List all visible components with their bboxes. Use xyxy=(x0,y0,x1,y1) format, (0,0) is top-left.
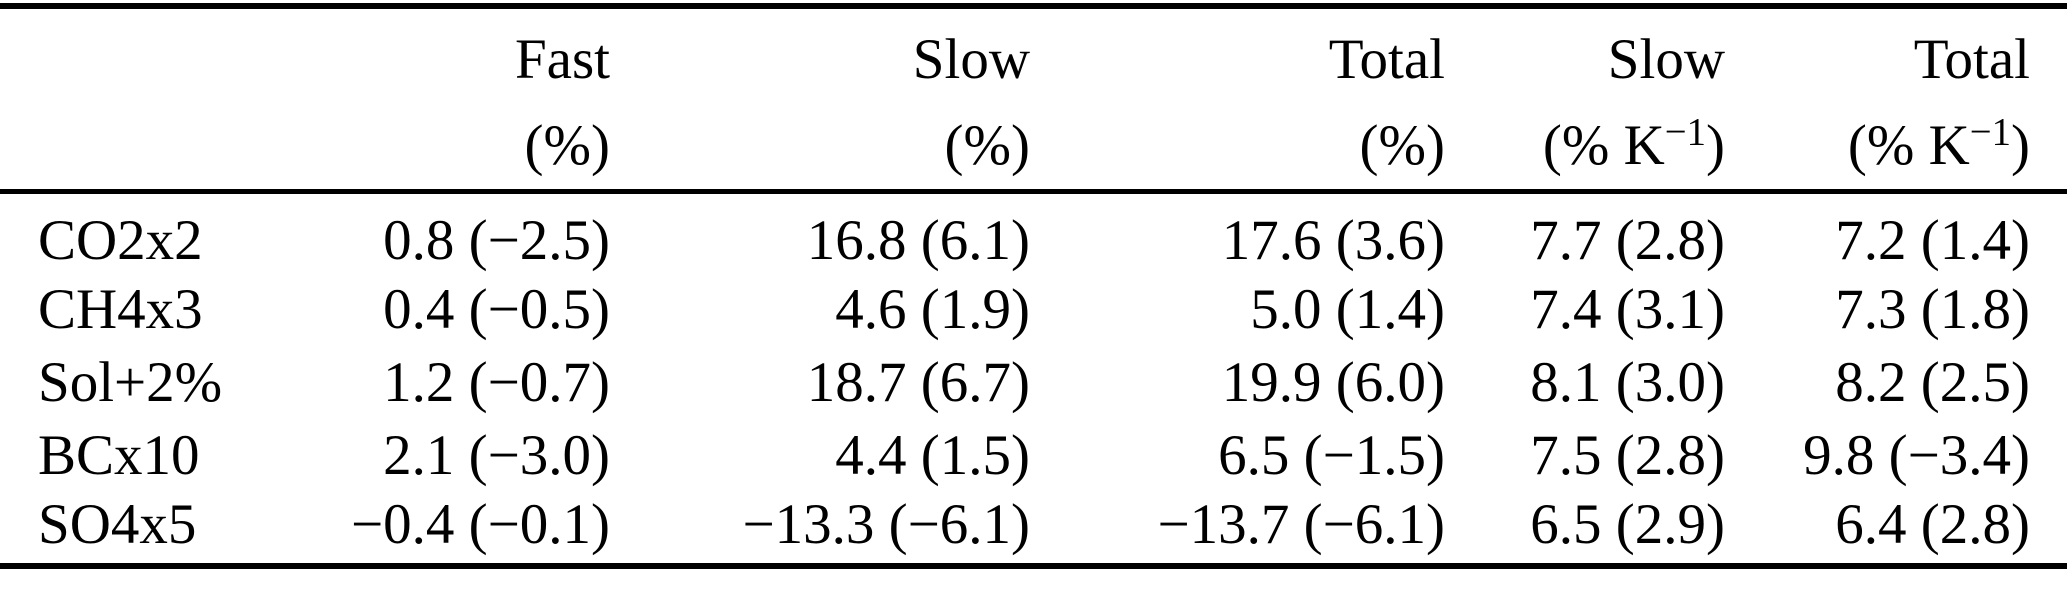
row-label: SO4x5 xyxy=(38,493,197,556)
table-row-ch4x3: CH4x3 0.4 (−0.5) 4.6 (1.9) 5.0 (1.4) 7.4 (3.… xyxy=(0,273,2067,346)
data-cell: 17.6 (3.6) xyxy=(1221,209,1445,272)
data-cell: 0.8 (−2.5) xyxy=(383,209,610,272)
data-cell: −0.4 (−0.1) xyxy=(350,493,610,556)
data-cell: −13.3 (−6.1) xyxy=(742,493,1030,556)
data-cell: 9.8 (−3.4) xyxy=(1803,424,2030,487)
data-cell: 16.8 (6.1) xyxy=(806,209,1030,272)
data-cell: 5.0 (1.4) xyxy=(1250,278,1445,341)
table-row-bcx10: BCx10 2.1 (−3.0) 4.4 (1.5) 6.5 (−1.5) 7.5 (2… xyxy=(0,419,2067,492)
row-label: CO2x2 xyxy=(38,209,203,272)
data-cell: 7.2 (1.4) xyxy=(1835,209,2030,272)
data-cell: 7.4 (3.1) xyxy=(1530,278,1725,341)
table-body: CO2x2 0.8 (−2.5) 16.8 (6.1) 17.6 (3.6) 7.7 (… xyxy=(0,192,2067,567)
data-cell: 7.7 (2.8) xyxy=(1530,209,1725,272)
data-cell: 19.9 (6.0) xyxy=(1221,351,1445,414)
data-cell: 8.1 (3.0) xyxy=(1530,351,1725,414)
data-cell: 7.3 (1.8) xyxy=(1835,278,2030,341)
column-unit: (%) xyxy=(524,114,610,177)
data-cell: 1.2 (−0.7) xyxy=(383,351,610,414)
data-cell: 6.5 (−1.5) xyxy=(1218,424,1445,487)
column-label: Fast xyxy=(514,28,610,91)
data-cell: 6.5 (2.9) xyxy=(1530,493,1725,556)
header-cell-slow-4: Slow (% K−1) xyxy=(1445,6,1725,192)
data-cell: 18.7 (6.7) xyxy=(806,351,1030,414)
row-label: Sol+2% xyxy=(38,351,223,414)
table-row-co2x2: CO2x2 0.8 (−2.5) 16.8 (6.1) 17.6 (3.6) 7.7 (… xyxy=(0,192,2067,274)
header-cell-total-3: Total (%) xyxy=(1030,6,1445,192)
header-cell-total-5: Total (% K−1) xyxy=(1725,6,2067,192)
column-unit: (%) xyxy=(944,114,1030,177)
data-cell: 8.2 (2.5) xyxy=(1835,351,2030,414)
header-cell-fast-1: Fast (%) xyxy=(285,6,610,192)
data-cell: 4.4 (1.5) xyxy=(835,424,1030,487)
table-row-sol2: Sol+2% 1.2 (−0.7) 18.7 (6.7) 19.9 (6.0) 8.1 … xyxy=(0,346,2067,419)
data-cell: 2.1 (−3.0) xyxy=(383,424,610,487)
header-cell-slow-2: Slow (%) xyxy=(610,6,1030,192)
header-row: Fast (%) Slow (%) Total (%) Slow (% K−1) Total (%… xyxy=(0,6,2067,192)
column-label: Total xyxy=(1328,28,1445,91)
column-unit: (%) xyxy=(1359,114,1445,177)
column-unit: (% K−1) xyxy=(1847,110,2030,177)
data-cell: 0.4 (−0.5) xyxy=(383,278,610,341)
data-cell: −13.7 (−6.1) xyxy=(1157,493,1445,556)
results-table: Fast (%) Slow (%) Total (%) Slow (% K−1) Total (%… xyxy=(0,3,2067,569)
table-row-so4x5: SO4x5 −0.4 (−0.1) −13.3 (−6.1) −13.7 (−6.1)… xyxy=(0,492,2067,566)
unit-exponent: −1 xyxy=(1969,110,2012,154)
column-label: Slow xyxy=(1607,28,1725,91)
table-header: Fast (%) Slow (%) Total (%) Slow (% K−1) Total (%… xyxy=(0,6,2067,192)
data-cell: 6.4 (2.8) xyxy=(1835,493,2030,556)
column-label: Total xyxy=(1913,28,2030,91)
column-unit: (% K−1) xyxy=(1542,110,1725,177)
column-label: Slow xyxy=(912,28,1030,91)
data-cell: 7.5 (2.8) xyxy=(1530,424,1725,487)
data-cell: 4.6 (1.9) xyxy=(835,278,1030,341)
unit-exponent: −1 xyxy=(1664,110,1707,154)
row-label: CH4x3 xyxy=(38,278,203,341)
header-cell-rowlabel xyxy=(0,6,285,192)
row-label: BCx10 xyxy=(38,424,200,487)
